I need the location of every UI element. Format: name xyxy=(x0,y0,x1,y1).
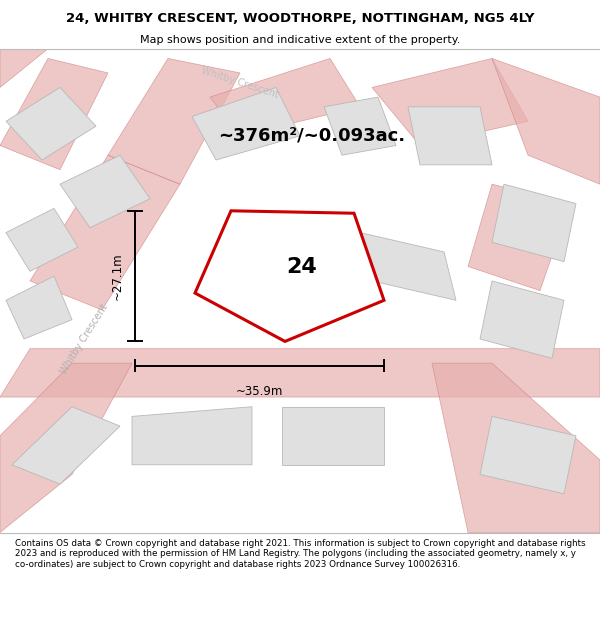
Text: ~35.9m: ~35.9m xyxy=(236,385,283,398)
Text: ~376m²/~0.093ac.: ~376m²/~0.093ac. xyxy=(218,127,406,145)
Polygon shape xyxy=(480,416,576,494)
Polygon shape xyxy=(282,407,384,465)
Polygon shape xyxy=(0,363,132,532)
Polygon shape xyxy=(6,276,72,339)
Polygon shape xyxy=(492,184,576,262)
Polygon shape xyxy=(60,155,150,228)
Polygon shape xyxy=(132,407,252,465)
Polygon shape xyxy=(360,232,456,300)
Text: Whitby Crescent: Whitby Crescent xyxy=(200,66,280,100)
Polygon shape xyxy=(0,49,48,88)
Polygon shape xyxy=(324,97,396,155)
Polygon shape xyxy=(468,184,570,291)
Text: Whitby Crescent: Whitby Crescent xyxy=(58,302,110,376)
Polygon shape xyxy=(6,208,78,271)
Polygon shape xyxy=(0,349,600,397)
Polygon shape xyxy=(372,58,528,146)
Polygon shape xyxy=(210,58,360,136)
Polygon shape xyxy=(108,58,240,184)
Polygon shape xyxy=(195,211,384,341)
Text: ~27.1m: ~27.1m xyxy=(111,253,124,300)
Polygon shape xyxy=(6,88,96,160)
Text: 24, WHITBY CRESCENT, WOODTHORPE, NOTTINGHAM, NG5 4LY: 24, WHITBY CRESCENT, WOODTHORPE, NOTTING… xyxy=(66,12,534,25)
Polygon shape xyxy=(432,363,600,532)
Polygon shape xyxy=(12,407,120,484)
Polygon shape xyxy=(0,58,108,169)
Polygon shape xyxy=(492,58,600,184)
Polygon shape xyxy=(192,88,300,160)
Polygon shape xyxy=(480,281,564,358)
Text: Contains OS data © Crown copyright and database right 2021. This information is : Contains OS data © Crown copyright and d… xyxy=(15,539,586,569)
Polygon shape xyxy=(408,107,492,165)
Text: Map shows position and indicative extent of the property.: Map shows position and indicative extent… xyxy=(140,35,460,45)
Polygon shape xyxy=(30,155,180,310)
Text: 24: 24 xyxy=(286,257,317,277)
